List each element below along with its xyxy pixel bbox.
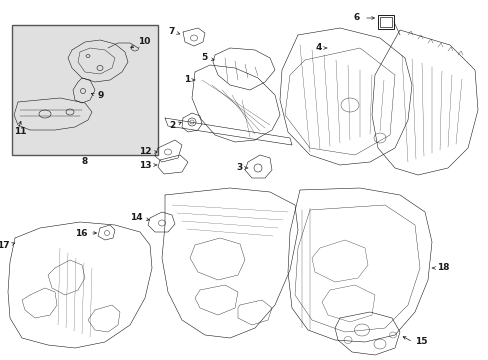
Text: 16: 16: [75, 229, 88, 238]
Text: 18: 18: [436, 264, 448, 273]
Text: 8: 8: [81, 158, 88, 166]
Text: 10: 10: [138, 37, 150, 46]
Text: 6: 6: [353, 13, 359, 22]
Text: 14: 14: [130, 213, 142, 222]
Text: 11: 11: [14, 127, 26, 136]
Text: 12: 12: [139, 148, 152, 157]
Text: 7: 7: [168, 27, 175, 36]
Text: 2: 2: [168, 121, 175, 130]
Text: 3: 3: [236, 163, 243, 172]
Bar: [377, 15, 393, 29]
Text: 17: 17: [0, 240, 10, 249]
Text: 5: 5: [202, 54, 207, 63]
Text: 4: 4: [315, 44, 321, 53]
Text: 15: 15: [414, 338, 427, 346]
Text: 1: 1: [183, 76, 190, 85]
Text: 9: 9: [97, 90, 103, 99]
Bar: [379, 17, 391, 27]
Text: 13: 13: [139, 161, 152, 170]
Bar: [12, 25, 158, 155]
